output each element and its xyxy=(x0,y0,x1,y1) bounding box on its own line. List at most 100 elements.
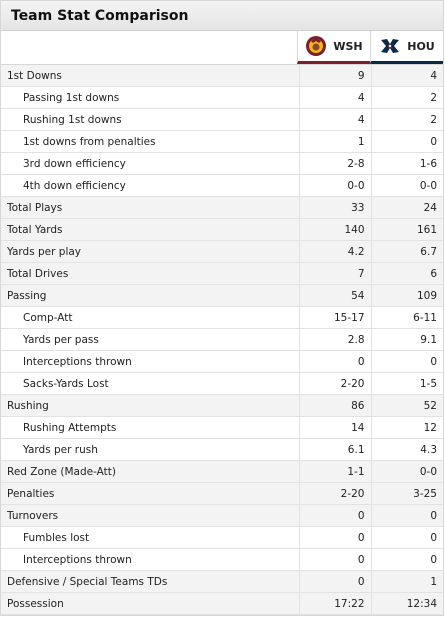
stat-value-home: 12:34 xyxy=(370,592,443,615)
stat-label: Rushing xyxy=(1,394,299,417)
stat-value-away: 2.8 xyxy=(298,328,371,351)
stat-value-away: 0 xyxy=(298,504,371,527)
stat-row: 4th down efficiency 0-0 0-0 xyxy=(1,174,443,197)
stat-label: Yards per play xyxy=(1,240,299,263)
stat-value-away: 86 xyxy=(298,394,371,417)
stat-value-away: 0 xyxy=(298,526,371,549)
stat-value-home: 4 xyxy=(370,65,443,87)
stat-label: Rushing Attempts xyxy=(1,416,299,439)
stat-value-home: 6-11 xyxy=(370,306,443,329)
stat-row: Red Zone (Made-Att) 1-1 0-0 xyxy=(1,460,443,483)
stat-row: Sacks-Yards Lost 2-20 1-5 xyxy=(1,372,443,395)
stat-label: 3rd down efficiency xyxy=(1,152,299,175)
stat-value-home: 0-0 xyxy=(370,460,443,483)
stat-value-home: 109 xyxy=(370,284,443,307)
stat-row: 1st Downs 9 4 xyxy=(1,65,443,87)
stat-value-away: 2-20 xyxy=(298,372,371,395)
stat-value-home: 1-5 xyxy=(370,372,443,395)
stat-value-home: 9.1 xyxy=(370,328,443,351)
team-abbr-away: WSH xyxy=(333,39,363,53)
stat-label: Yards per rush xyxy=(1,438,299,461)
stat-label: Comp-Att xyxy=(1,306,299,329)
stat-value-home: 12 xyxy=(370,416,443,439)
stat-value-away: 33 xyxy=(298,196,371,219)
widget-header: Team Stat Comparison xyxy=(1,1,443,31)
stat-value-away: 6.1 xyxy=(298,438,371,461)
stat-label: Passing 1st downs xyxy=(1,86,299,109)
stat-value-away: 9 xyxy=(298,65,371,87)
stat-value-home: 0 xyxy=(370,526,443,549)
stat-value-home: 1 xyxy=(370,570,443,593)
stat-value-home: 52 xyxy=(370,394,443,417)
stat-label: Possession xyxy=(1,592,299,615)
stat-label: Interceptions thrown xyxy=(1,548,299,571)
stat-value-home: 0 xyxy=(370,504,443,527)
stat-value-away: 4 xyxy=(298,108,371,131)
stat-row: Total Drives 7 6 xyxy=(1,262,443,285)
stat-row: Yards per rush 6.1 4.3 xyxy=(1,438,443,461)
stat-label: Passing xyxy=(1,284,299,307)
stat-value-home: 0 xyxy=(370,130,443,153)
stat-value-home: 3-25 xyxy=(370,482,443,505)
stat-label: Red Zone (Made-Att) xyxy=(1,460,299,483)
stat-value-away: 4.2 xyxy=(298,240,371,263)
stat-value-home: 24 xyxy=(370,196,443,219)
stat-label: 4th down efficiency xyxy=(1,174,299,197)
stat-row: 3rd down efficiency 2-8 1-6 xyxy=(1,152,443,175)
stat-value-away: 2-8 xyxy=(298,152,371,175)
stat-value-away: 54 xyxy=(298,284,371,307)
stat-row: Rushing 1st downs 4 2 xyxy=(1,108,443,131)
stat-row: Rushing 86 52 xyxy=(1,394,443,417)
stat-row: Yards per play 4.2 6.7 xyxy=(1,240,443,263)
team-abbr-home: HOU xyxy=(407,39,435,53)
texans-logo-icon xyxy=(379,35,401,57)
stat-row: Fumbles lost 0 0 xyxy=(1,526,443,549)
stat-value-away: 0-0 xyxy=(298,174,371,197)
stat-row: Rushing Attempts 14 12 xyxy=(1,416,443,439)
stat-row: 1st downs from penalties 1 0 xyxy=(1,130,443,153)
stat-row: Yards per pass 2.8 9.1 xyxy=(1,328,443,351)
stat-value-away: 2-20 xyxy=(298,482,371,505)
stat-value-home: 6 xyxy=(370,262,443,285)
stat-value-away: 140 xyxy=(298,218,371,241)
stat-value-away: 4 xyxy=(298,86,371,109)
stat-value-home: 1-6 xyxy=(370,152,443,175)
stat-row: Passing 1st downs 4 2 xyxy=(1,86,443,109)
team-header-row: WSH HOU xyxy=(1,31,443,65)
stat-value-away: 15-17 xyxy=(298,306,371,329)
widget-title: Team Stat Comparison xyxy=(11,7,189,24)
stat-value-home: 0 xyxy=(370,350,443,373)
stat-label: Total Plays xyxy=(1,196,299,219)
stat-label: Defensive / Special Teams TDs xyxy=(1,570,299,593)
stat-label: Total Drives xyxy=(1,262,299,285)
team-header-away[interactable]: WSH xyxy=(297,31,370,64)
stat-label: Turnovers xyxy=(1,504,299,527)
stat-value-home: 2 xyxy=(370,108,443,131)
stat-row: Defensive / Special Teams TDs 0 1 xyxy=(1,570,443,593)
stat-value-away: 17:22 xyxy=(298,592,371,615)
stat-value-away: 0 xyxy=(298,350,371,373)
stat-value-home: 2 xyxy=(370,86,443,109)
stat-row: Passing 54 109 xyxy=(1,284,443,307)
stat-row: Turnovers 0 0 xyxy=(1,504,443,527)
stat-label: Yards per pass xyxy=(1,328,299,351)
stat-value-home: 0-0 xyxy=(370,174,443,197)
stat-label: Penalties xyxy=(1,482,299,505)
stat-value-home: 4.3 xyxy=(370,438,443,461)
stat-value-away: 1 xyxy=(298,130,371,153)
team-header-home[interactable]: HOU xyxy=(370,31,443,64)
stat-value-away: 0 xyxy=(298,570,371,593)
stat-label: Sacks-Yards Lost xyxy=(1,372,299,395)
stat-value-away: 14 xyxy=(298,416,371,439)
stat-label: 1st Downs xyxy=(1,65,299,87)
stat-row: Comp-Att 15-17 6-11 xyxy=(1,306,443,329)
stat-value-away: 7 xyxy=(298,262,371,285)
stat-row: Possession 17:22 12:34 xyxy=(1,592,443,615)
stat-label: Rushing 1st downs xyxy=(1,108,299,131)
stat-row: Interceptions thrown 0 0 xyxy=(1,548,443,571)
stat-row: Interceptions thrown 0 0 xyxy=(1,350,443,373)
stat-label: Interceptions thrown xyxy=(1,350,299,373)
stat-row: Penalties 2-20 3-25 xyxy=(1,482,443,505)
stat-row: Total Yards 140 161 xyxy=(1,218,443,241)
